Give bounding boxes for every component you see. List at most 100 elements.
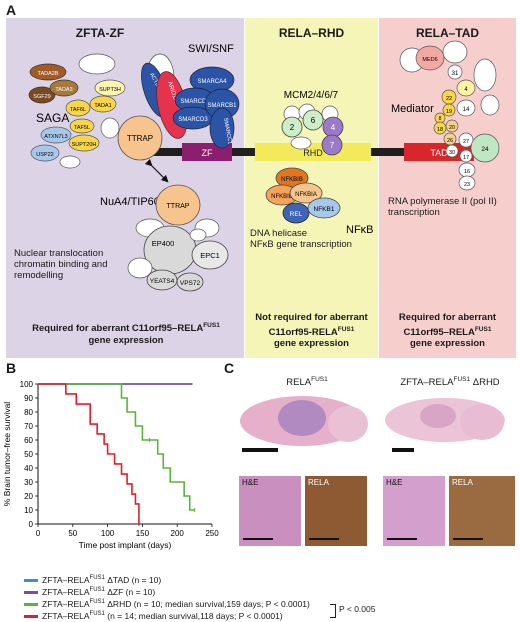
scale-bar-left [242,448,278,452]
zf-requirement: Required for aberrant C11orf95–RELAFUS1 … [32,322,220,346]
svg-text:14: 14 [463,107,470,113]
x-tick-label-50: 50 [68,529,77,538]
svg-text:22: 22 [446,96,452,102]
nua4-label: NuA4/TIP60 [100,196,160,208]
x-tick-label-250: 250 [205,529,219,538]
svg-text:8: 8 [439,116,442,122]
survival-chart: 0 10 20 30 40 50 60 70 80 90 100 0 50 100 150 200 250 Tim… [2,380,219,550]
p-bracket [330,604,336,618]
rhd-notes: DNA helicase NFκB gene transcription [250,228,352,250]
histology-he-right: H&E [383,476,445,546]
y-tick-label-50: 50 [24,450,33,459]
brain-sections [240,396,505,452]
ttrap-arrow [144,158,169,183]
x-tick-label-100: 100 [101,529,115,538]
svg-text:30: 30 [449,150,455,156]
x-tick-label-150: 150 [136,529,150,538]
legend-swatch-drhd [24,603,38,607]
svg-text:SMARCC1: SMARCC1 [222,117,233,145]
svg-text:MED6: MED6 [422,57,437,63]
legend-swatch-dzf [24,591,38,595]
svg-text:TTRAP: TTRAP [167,203,190,210]
svg-text:TADA1: TADA1 [94,103,111,109]
svg-text:YEATS4: YEATS4 [150,278,175,285]
saga-cluster: TADA2B SGF29 TADA3 SUPT3H TAF6L TADA1 TA… [28,53,126,169]
y-tick-label-90: 90 [24,394,33,403]
p-bracket-label: P < 0.005 [339,604,376,614]
tumor-mass [278,400,326,436]
x-tick-label-200: 200 [171,529,185,538]
svg-text:7: 7 [330,141,335,150]
svg-text:TTRAP: TTRAP [127,134,153,143]
svg-text:SMARCB1: SMARCB1 [207,103,237,109]
nfkb-cluster: NFKBIB NFKBIE NFKBIA REL NFKB1 [265,167,341,224]
y-tick-label-30: 30 [24,478,33,487]
tad-notes: RNA polymerase II (pol II) transcription [388,196,497,218]
svg-text:24: 24 [481,146,489,153]
svg-text:SGF29: SGF29 [33,94,50,100]
svg-text:17: 17 [463,155,469,161]
histology-rela-right: RELA [449,476,515,546]
bar-label-rhd: RHD [303,148,323,158]
svg-text:26: 26 [447,138,453,144]
tad-column-title: RELA–TAD [415,26,480,40]
svg-text:TADA2B: TADA2B [38,71,59,77]
svg-text:TAF5L: TAF5L [74,125,90,131]
svg-text:NFKBIB: NFKBIB [281,177,303,183]
rhd-column-title: RELA–RHD [278,26,345,40]
svg-text:23: 23 [464,182,470,188]
brain-left-title: RELAFUS1 [286,376,328,389]
bar-label-zf: ZF [202,148,213,158]
svg-text:4: 4 [331,123,336,132]
legend-row-dzf: ZFTA–RELAFUS1 ΔZF (n = 10) [24,587,155,597]
mcm-cluster: 2 6 4 7 [281,103,344,156]
swisnf-label: SWI/SNF [188,43,234,55]
svg-text:ATXN7L3: ATXN7L3 [44,134,67,140]
scale-bar-right [392,448,414,452]
mediator-cluster: MED6 31 4 22 19 14 8 18 20 26 30 27 17 2… [399,40,500,191]
svg-text:27: 27 [463,139,469,145]
y-tick-label-70: 70 [24,422,33,431]
x-axis-label: Time post implant (days) [79,540,172,550]
svg-text:20: 20 [449,125,455,131]
bar-label-tad: TAD [430,148,448,158]
svg-text:2: 2 [290,123,295,132]
y-tick-label-80: 80 [24,408,33,417]
swisnf-cluster: ACTL6A ARID1A SMARCA4 SMARCD2 SMARCD3 SM… [141,53,240,149]
legend-row-drhd: ZFTA–RELAFUS1 ΔRHD (n = 10; median survi… [24,599,310,609]
scale-bar-he-left [243,538,273,540]
mediator-label: Mediator [391,103,434,115]
svg-text:SUPT3H: SUPT3H [99,87,121,93]
panel-c-letter: C [224,360,235,376]
zf-notes: Nuclear translocation chromatin binding … [14,248,108,281]
svg-text:NFKBIE: NFKBIE [271,194,293,200]
svg-text:NFKBIA: NFKBIA [295,192,317,198]
legend-row-wt: ZFTA–RELAFUS1 (n = 14; median survival,1… [24,611,283,621]
zf-column-title: ZFTA-ZF [75,26,125,40]
scale-bar-rela-right [453,538,483,540]
nua4-cluster: TTRAP EP400 EPC1 YEATS4 VPS72 [127,184,229,292]
protein-complex-diagram: ZF RHD TAD TADA2B SGF29 TADA3 SUPT3H TAF… [28,40,500,292]
panel-a-letter: A [6,2,17,18]
svg-text:SMARCD2: SMARCD2 [180,99,210,105]
legend-swatch-wt [24,615,38,619]
rhd-requirement: Not required for aberrant C11orf95-RELAF… [255,312,368,350]
histology-he-left: H&E [239,476,301,546]
x-tick-label-0: 0 [36,529,41,538]
series-line-3 [38,383,140,524]
svg-text:USP22: USP22 [36,152,53,158]
svg-text:EPC1: EPC1 [200,251,220,260]
svg-text:VPS72: VPS72 [180,280,201,287]
y-tick-label-10: 10 [24,506,33,515]
histology-rela-left: RELA [305,476,367,546]
svg-text:NFKB1: NFKB1 [314,206,335,213]
scale-bar-he-right [387,538,417,540]
svg-text:SMARCA4: SMARCA4 [197,79,227,85]
svg-text:TADA3: TADA3 [55,87,72,93]
y-tick-label-20: 20 [24,492,33,501]
ttrap-protein [117,115,163,161]
svg-text:31: 31 [452,71,459,77]
svg-text:REL: REL [290,211,303,218]
legend-swatch-dtad [24,579,38,583]
svg-text:SMARCD3: SMARCD3 [178,117,208,123]
